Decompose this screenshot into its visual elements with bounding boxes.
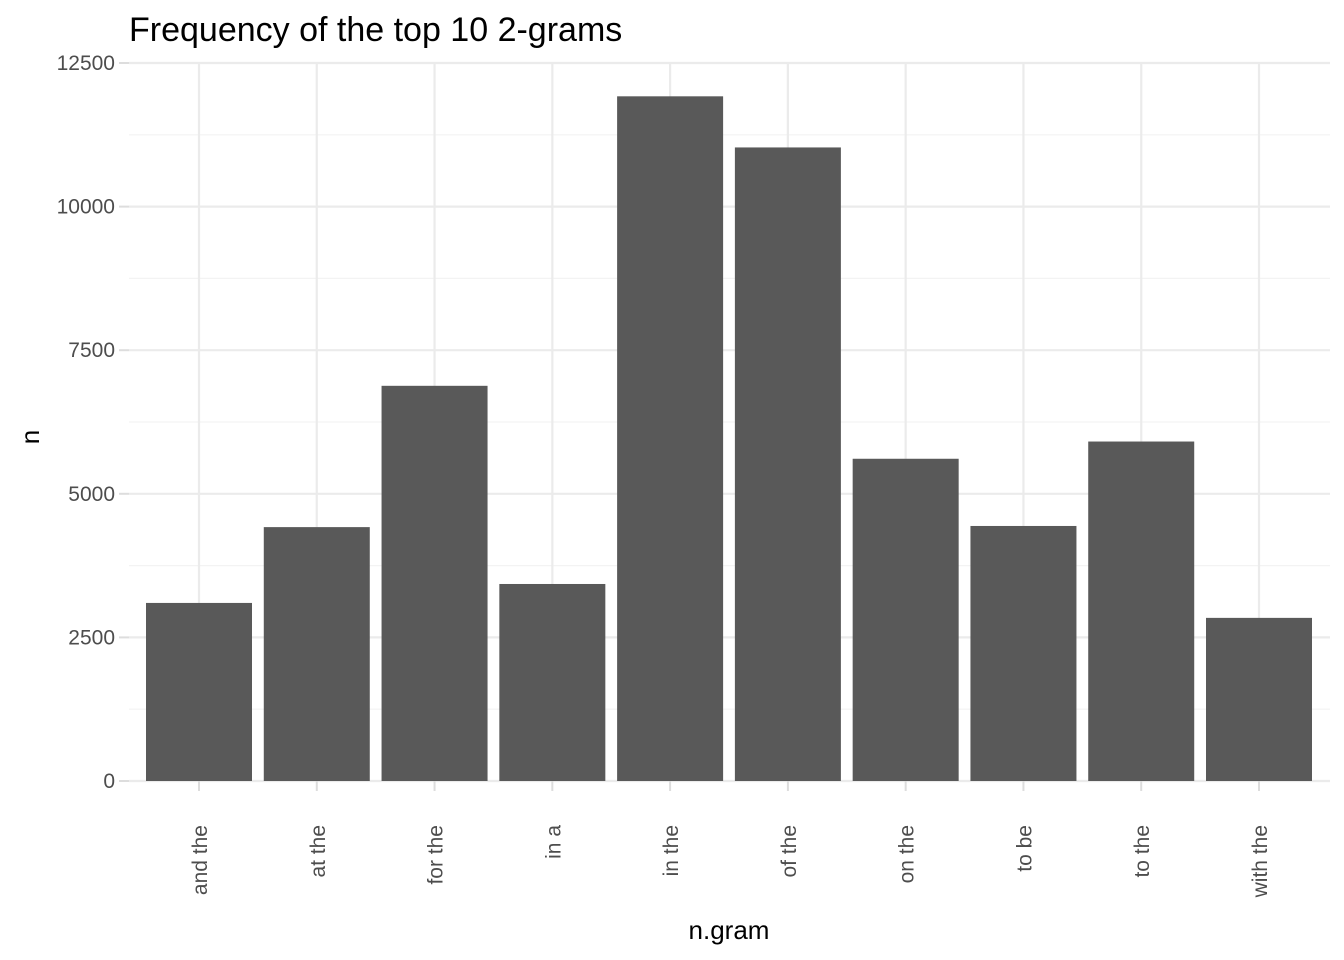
bar-on-the — [852, 458, 959, 781]
x-axis-title: n.gram — [689, 915, 770, 945]
x-tick-label: for the — [425, 825, 448, 885]
chart-title: Frequency of the top 10 2-grams — [129, 11, 622, 49]
bar-with-the — [1206, 617, 1312, 781]
bar-for-the — [381, 385, 488, 781]
bar-to-the — [1088, 441, 1195, 781]
bars — [146, 96, 1312, 782]
bar-in-a — [499, 583, 606, 781]
x-tick-label: on the — [896, 825, 919, 883]
y-axis-title: n — [15, 430, 45, 444]
y-tick-label: 5000 — [68, 483, 115, 506]
bar-and-the — [146, 602, 252, 781]
bar-in-the — [617, 96, 724, 782]
y-tick-label: 7500 — [68, 339, 115, 362]
bar-to-be — [970, 525, 1077, 781]
x-tick-label: of the — [778, 825, 801, 878]
y-tick-label: 2500 — [68, 626, 115, 649]
bar-at-the — [263, 527, 370, 781]
y-tick-label: 0 — [103, 770, 115, 793]
x-tick-label: and the — [189, 825, 212, 895]
x-tick-label: in a — [542, 825, 565, 859]
x-tick-label: at the — [307, 825, 330, 878]
y-tick-label: 12500 — [57, 52, 115, 75]
y-axis-ticks: 0 2500 5000 7500 10000 12500 — [57, 52, 129, 793]
bar-of-the — [734, 147, 841, 782]
x-tick-label: to the — [1131, 825, 1154, 878]
y-tick-label: 10000 — [57, 196, 115, 219]
x-tick-label: to be — [1013, 825, 1036, 872]
x-tick-label: with the — [1249, 825, 1272, 898]
x-tick-label: in the — [660, 825, 683, 876]
x-axis-ticks: and the at the for the in a in the of the on t… — [189, 781, 1272, 898]
